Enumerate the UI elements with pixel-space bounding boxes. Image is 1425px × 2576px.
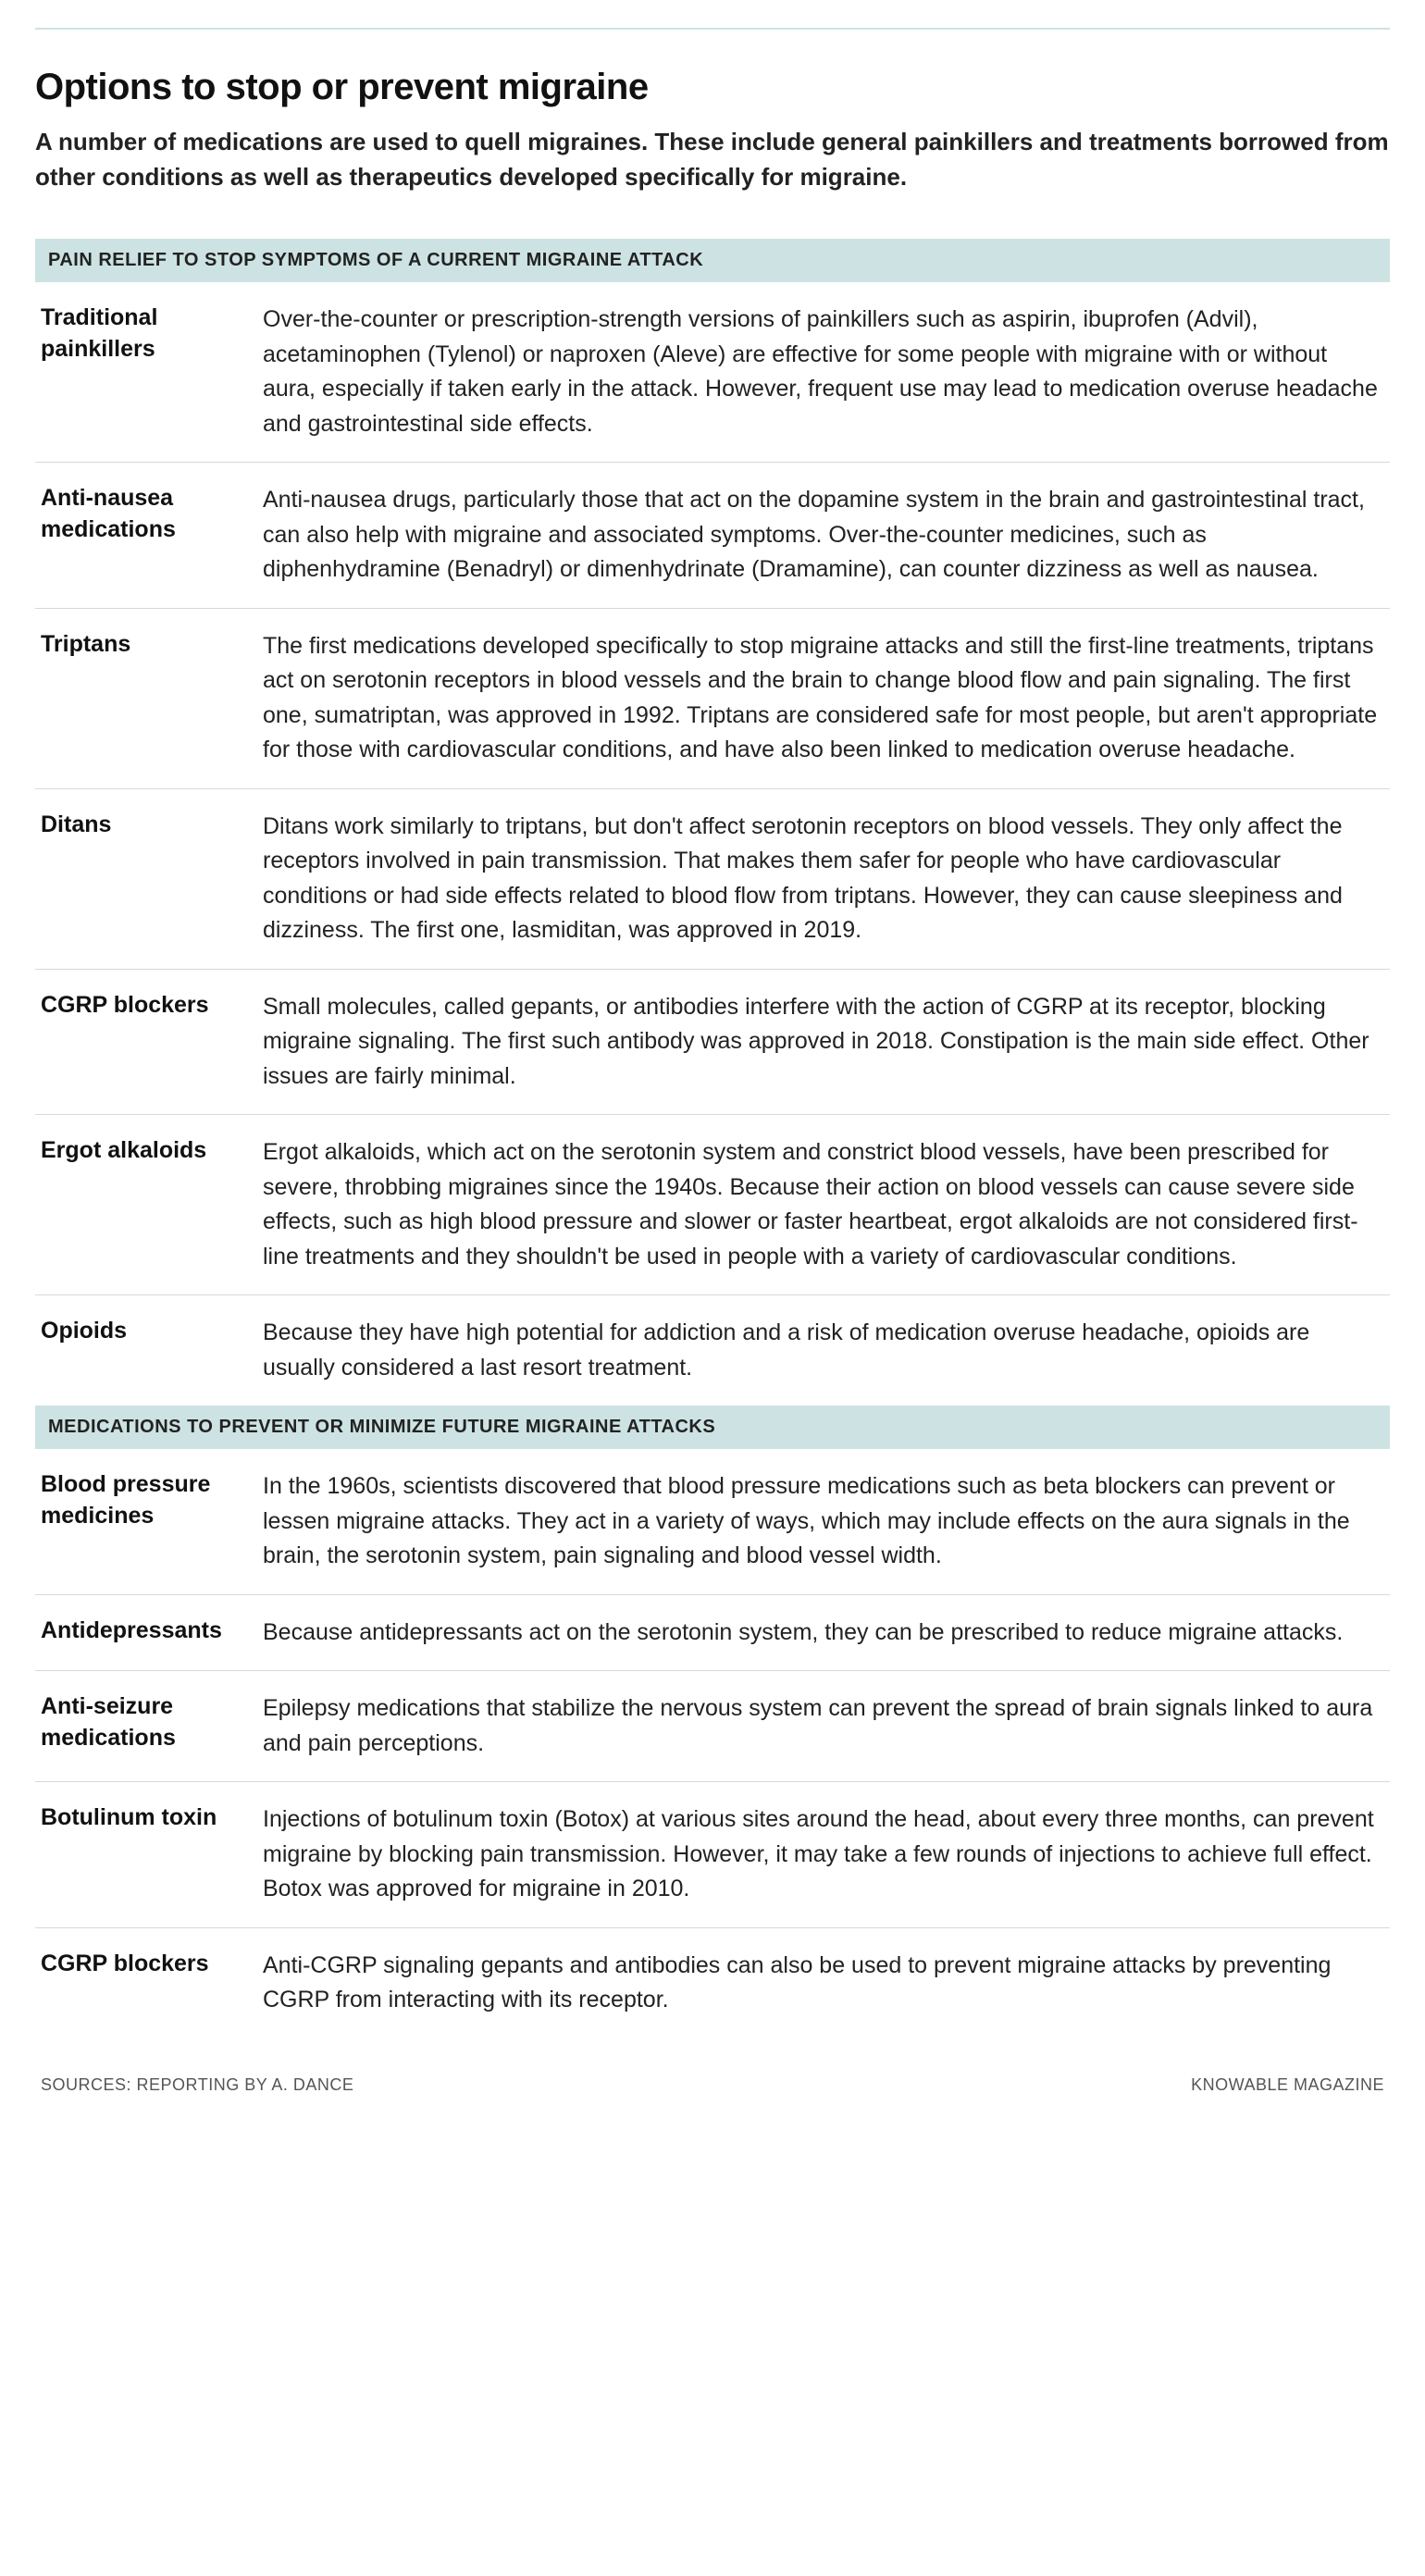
medication-name: Ditans <box>41 810 244 948</box>
medication-description: Because antidepressants act on the serot… <box>263 1616 1384 1651</box>
table-row: Anti-seizure medications Epilepsy medicat… <box>35 1671 1390 1782</box>
top-rule <box>35 28 1390 30</box>
table-row: Traditional painkillersOver-the-counter … <box>35 282 1390 463</box>
medication-name: Opioids <box>41 1316 244 1385</box>
table-row: Botulinum toxinInjections of botulinum t… <box>35 1782 1390 1928</box>
medication-name: Anti-nausea medications <box>41 483 244 588</box>
table-row: Anti-nausea medicationsAnti-nausea drugs… <box>35 463 1390 609</box>
medication-name: Triptans <box>41 629 244 768</box>
medication-description: In the 1960s, scientists discovered that… <box>263 1469 1384 1574</box>
page-subtitle: A number of medications are used to quel… <box>35 125 1390 194</box>
medication-description: The first medications developed specific… <box>263 629 1384 768</box>
page-title: Options to stop or prevent migraine <box>35 67 1390 108</box>
medication-name: Antidepressants <box>41 1616 244 1651</box>
medication-description: Ditans work similarly to triptans, but d… <box>263 810 1384 948</box>
section-header: MEDICATIONS TO PREVENT OR MINIMIZE FUTUR… <box>35 1406 1390 1449</box>
table-row: TriptansThe first medications developed … <box>35 609 1390 789</box>
medication-name: Traditional painkillers <box>41 303 244 441</box>
medication-name: CGRP blockers <box>41 1949 244 2018</box>
medication-description: Ergot alkaloids, which act on the seroto… <box>263 1135 1384 1274</box>
section-header: PAIN RELIEF TO STOP SYMPTOMS OF A CURREN… <box>35 239 1390 282</box>
table-row: Ergot alkaloidsErgot alkaloids, which ac… <box>35 1115 1390 1295</box>
medication-name: CGRP blockers <box>41 990 244 1095</box>
medication-name: Ergot alkaloids <box>41 1135 244 1274</box>
medication-description: Small molecules, called gepants, or anti… <box>263 990 1384 1095</box>
table-row: DitansDitans work similarly to triptans,… <box>35 789 1390 970</box>
section-block: PAIN RELIEF TO STOP SYMPTOMS OF A CURREN… <box>35 239 1390 1406</box>
section-block: MEDICATIONS TO PREVENT OR MINIMIZE FUTUR… <box>35 1406 1390 2038</box>
medication-description: Anti-CGRP signaling gepants and antibodi… <box>263 1949 1384 2018</box>
table-row: CGRP blockers Anti-CGRP signaling gepants… <box>35 1928 1390 2038</box>
footer-sources: SOURCES: REPORTING BY A. DANCE <box>41 2075 353 2095</box>
table-row: CGRP blockersSmall molecules, called gep… <box>35 970 1390 1116</box>
medication-description: Over-the-counter or prescription-strengt… <box>263 303 1384 441</box>
footer-publication: KNOWABLE MAGAZINE <box>1191 2075 1384 2095</box>
medication-description: Injections of botulinum toxin (Botox) at… <box>263 1802 1384 1907</box>
table-row: Antidepressants Because antidepressants a… <box>35 1595 1390 1672</box>
medication-name: Anti-seizure medications <box>41 1691 244 1761</box>
sections-wrapper: PAIN RELIEF TO STOP SYMPTOMS OF A CURREN… <box>35 239 1390 2038</box>
medication-name: Botulinum toxin <box>41 1802 244 1907</box>
table-row: Opioids Because they have high potential … <box>35 1295 1390 1406</box>
medication-description: Because they have high potential for add… <box>263 1316 1384 1385</box>
medication-description: Epilepsy medications that stabilize the … <box>263 1691 1384 1761</box>
medication-description: Anti-nausea drugs, particularly those th… <box>263 483 1384 588</box>
table-row: Blood pressure medicinesIn the 1960s, sc… <box>35 1449 1390 1595</box>
footer: SOURCES: REPORTING BY A. DANCE KNOWABLE … <box>35 2038 1390 2104</box>
article-container: Options to stop or prevent migraine A nu… <box>0 0 1425 2123</box>
medication-name: Blood pressure medicines <box>41 1469 244 1574</box>
